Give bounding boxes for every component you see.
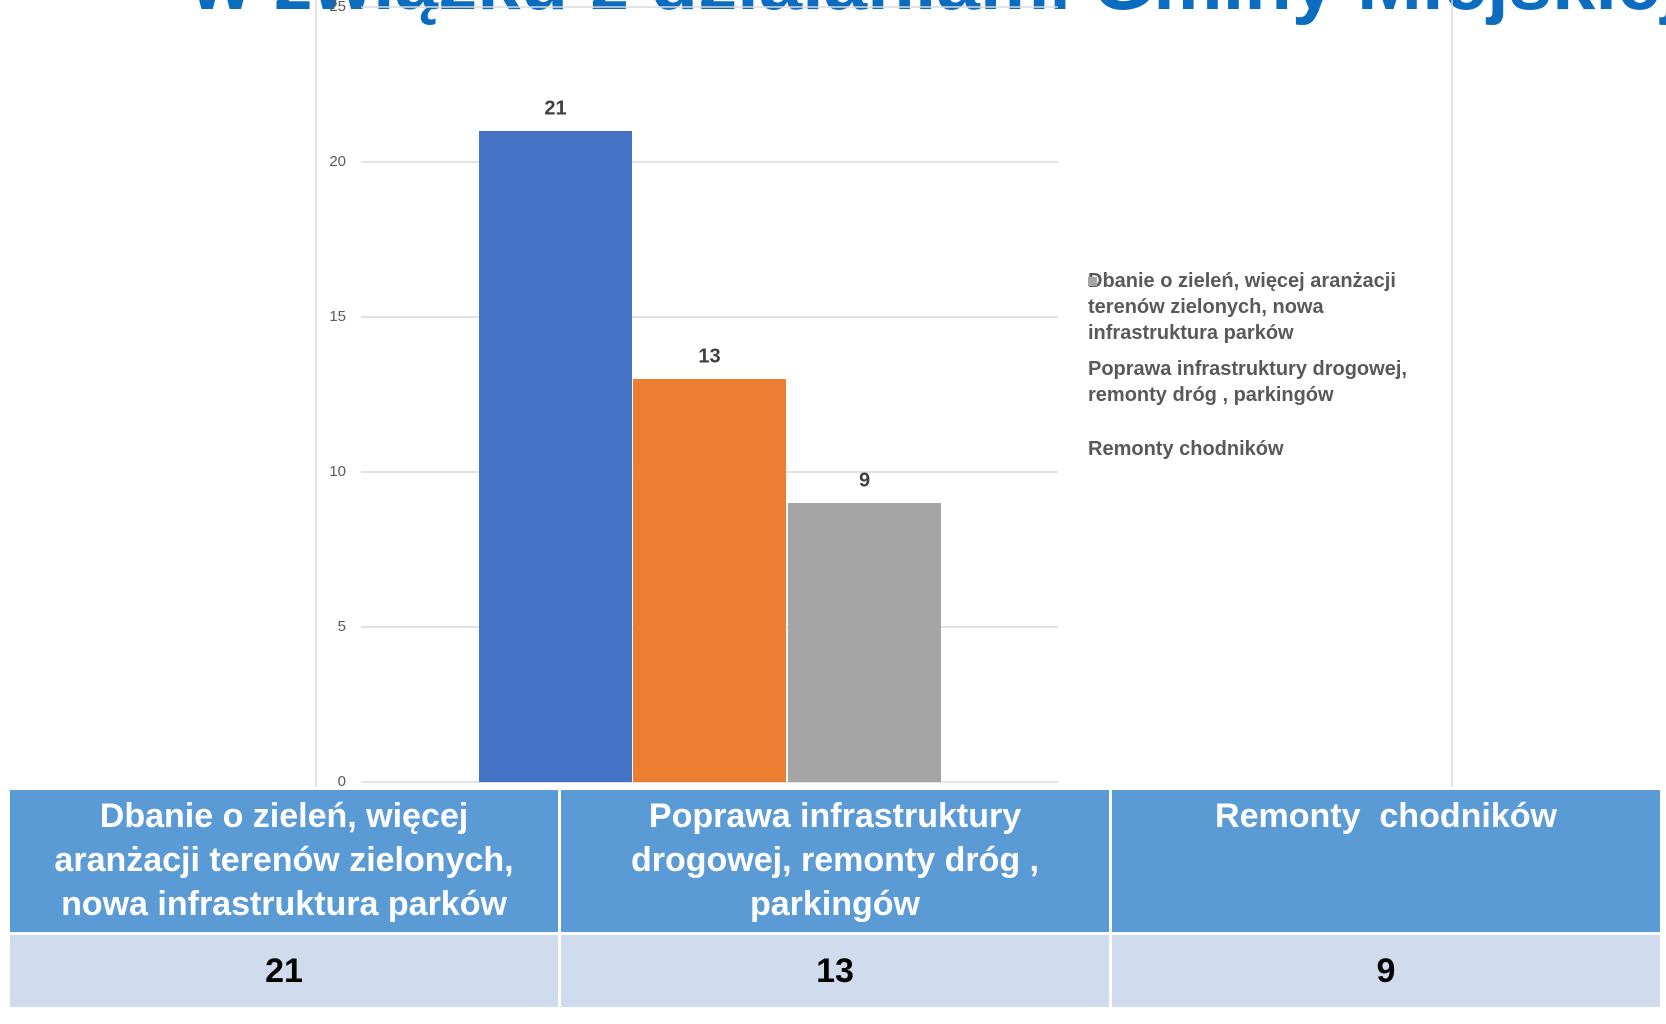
bar [633,379,786,782]
legend-item: Poprawa infrastruktury drogowej, remonty… [1088,277,1448,408]
bar [788,503,941,782]
table-cell: 9 [1109,932,1663,1010]
y-tick-label: 10 [329,463,346,480]
y-tick-label: 0 [338,773,346,790]
legend: Dbanie o zieleń, więcej aranżacji terenó… [1088,268,1448,462]
legend-label: Remonty chodników [1088,438,1284,460]
y-tick-label: 15 [329,308,346,325]
bar [479,131,632,782]
table: Dbanie o zieleń, więcej aranżacji terenó… [7,787,1663,1010]
legend-label: Poprawa infrastruktury drogowej, remonty… [1088,358,1407,406]
table-cell: 21 [7,932,561,1010]
y-tick-label: 20 [329,153,346,170]
header-cell: Dbanie o zieleń, więcej aranżacji terenó… [7,787,561,935]
value-label: 21 [544,97,566,119]
table-cell: 13 [558,932,1112,1010]
table-row: 21 13 9 [7,932,1663,1010]
legend-item: Remonty chodników [1088,277,1448,462]
legend-item: Dbanie o zieleń, więcej aranżacji terenó… [1088,268,1448,346]
header-cell: Remonty chodników [1109,787,1663,935]
value-label: 13 [698,345,720,367]
table-header: Dbanie o zieleń, więcej aranżacji terenó… [7,787,1663,935]
legend-swatch [1088,277,1097,286]
slide-title: w związku z działaniami Gminy Miejskiej … [190,0,1666,26]
value-label: 9 [859,469,870,491]
header-cell: Poprawa infrastruktury drogowej, remonty… [558,787,1112,935]
y-tick-label: 5 [338,618,346,635]
legend-label: Dbanie o zieleń, więcej aranżacji terenó… [1088,270,1396,344]
y-tick-label: 25 [329,0,346,15]
